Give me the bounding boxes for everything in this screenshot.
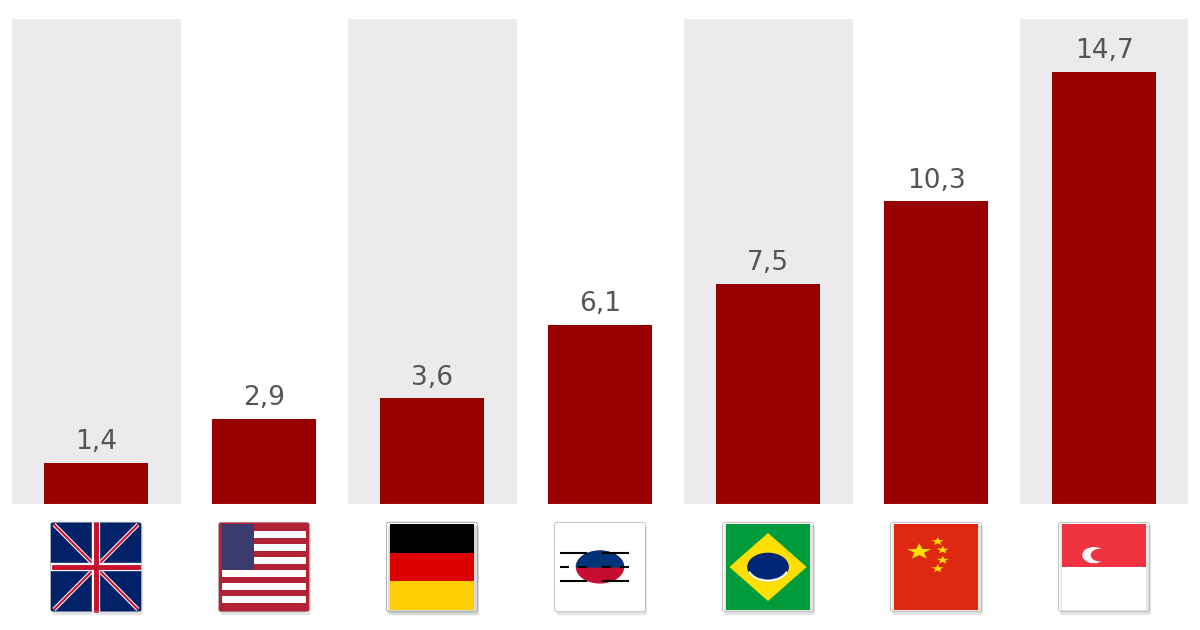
Bar: [1020, 19, 1188, 504]
Polygon shape: [1111, 561, 1117, 566]
Polygon shape: [1114, 553, 1120, 557]
Bar: [884, 201, 988, 504]
FancyBboxPatch shape: [218, 522, 310, 612]
Bar: [684, 19, 852, 504]
Bar: [390, 524, 474, 553]
Text: 7,5: 7,5: [746, 250, 790, 276]
Polygon shape: [931, 537, 943, 545]
Polygon shape: [937, 556, 949, 564]
Text: 3,6: 3,6: [410, 365, 454, 391]
Text: 1,4: 1,4: [74, 430, 118, 455]
FancyBboxPatch shape: [221, 525, 311, 615]
Bar: [222, 597, 306, 603]
Wedge shape: [576, 551, 624, 567]
Bar: [222, 583, 306, 590]
Polygon shape: [1102, 563, 1108, 567]
Bar: [390, 553, 474, 581]
Bar: [222, 557, 306, 564]
FancyBboxPatch shape: [1061, 525, 1151, 615]
FancyBboxPatch shape: [725, 525, 815, 615]
Polygon shape: [1098, 554, 1104, 559]
Bar: [222, 524, 254, 570]
Circle shape: [576, 551, 624, 583]
Text: 6,1: 6,1: [580, 291, 622, 318]
Bar: [894, 524, 978, 610]
Bar: [716, 284, 820, 504]
Bar: [212, 419, 316, 504]
Polygon shape: [931, 564, 943, 572]
Bar: [390, 581, 474, 610]
Bar: [348, 19, 516, 504]
Bar: [548, 324, 652, 504]
FancyBboxPatch shape: [53, 525, 143, 615]
Bar: [222, 544, 306, 551]
Bar: [1052, 72, 1156, 504]
Polygon shape: [730, 533, 806, 601]
Bar: [1062, 524, 1146, 567]
FancyBboxPatch shape: [50, 522, 142, 612]
FancyBboxPatch shape: [557, 525, 647, 615]
Bar: [44, 463, 148, 504]
FancyBboxPatch shape: [389, 525, 479, 615]
FancyBboxPatch shape: [893, 525, 983, 615]
Circle shape: [748, 553, 788, 581]
Bar: [222, 531, 306, 537]
Text: 2,9: 2,9: [242, 386, 286, 411]
Bar: [12, 19, 180, 504]
Polygon shape: [907, 543, 931, 559]
Bar: [390, 524, 474, 553]
Text: 14,7: 14,7: [1075, 38, 1133, 64]
Text: 10,3: 10,3: [907, 168, 965, 194]
Circle shape: [1092, 549, 1109, 561]
Circle shape: [1084, 547, 1105, 563]
Polygon shape: [1108, 546, 1114, 550]
Bar: [380, 398, 484, 504]
Bar: [390, 553, 474, 581]
Bar: [726, 524, 810, 610]
Polygon shape: [937, 546, 949, 553]
FancyBboxPatch shape: [554, 522, 646, 612]
Bar: [1062, 567, 1146, 610]
Bar: [390, 581, 474, 610]
Bar: [222, 570, 306, 577]
FancyBboxPatch shape: [389, 525, 479, 615]
